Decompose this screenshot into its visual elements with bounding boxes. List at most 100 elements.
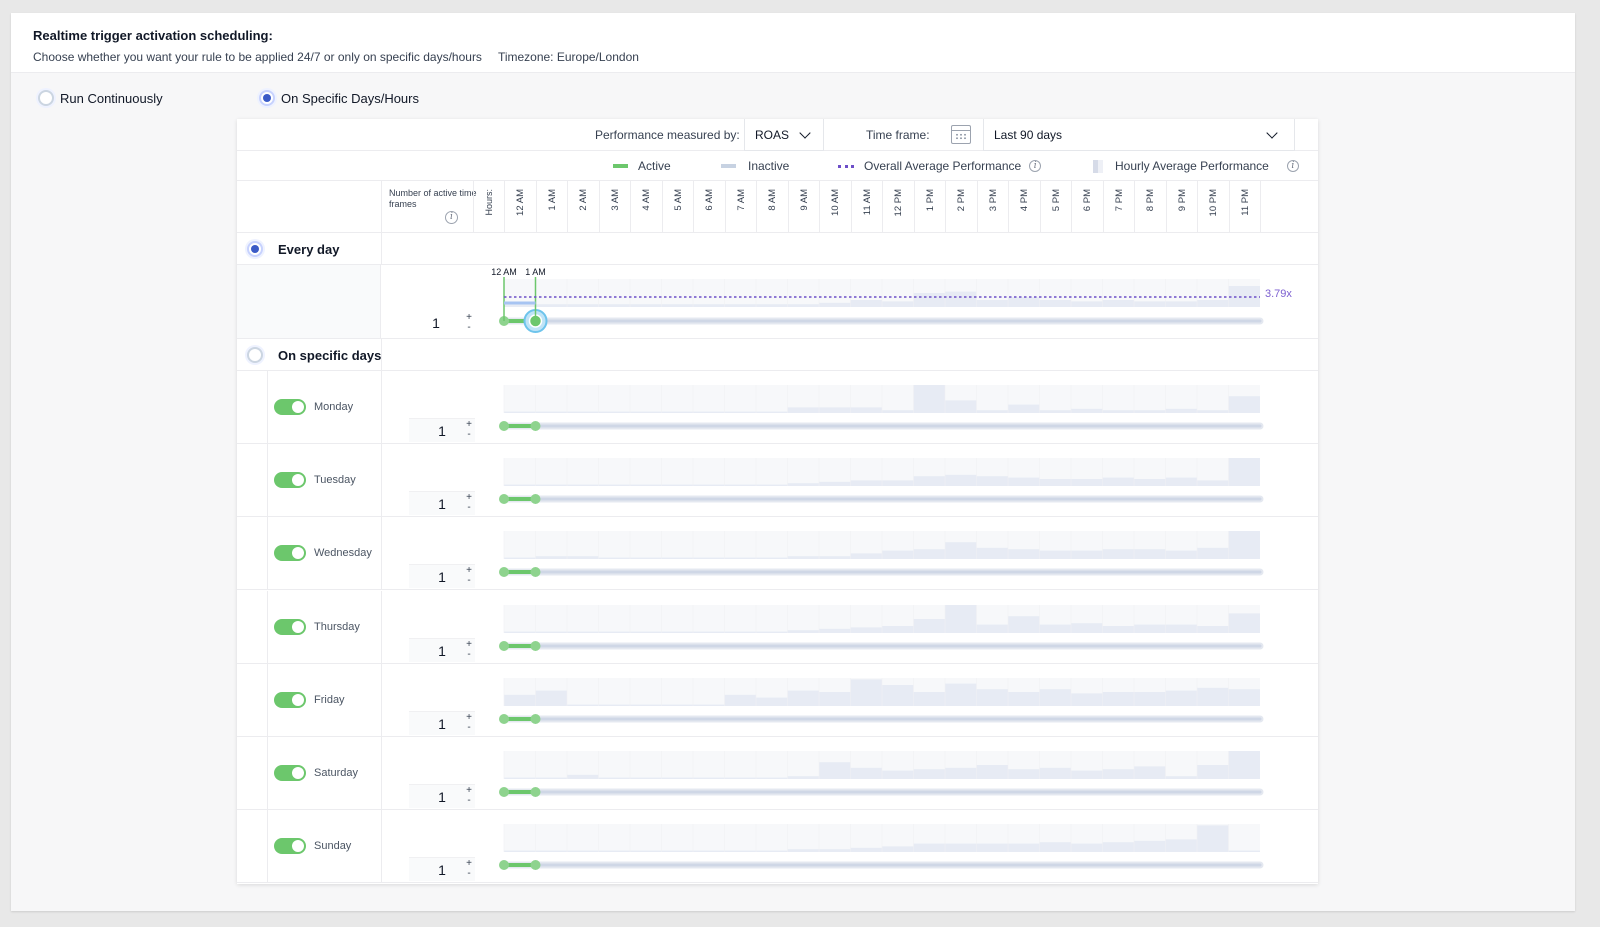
decrement-button[interactable]: -	[467, 429, 471, 440]
hour-label: 9 AM	[798, 189, 810, 211]
decrement-button[interactable]: -	[467, 502, 471, 514]
hourly-performance-bar	[724, 304, 756, 307]
hourly-performance-bar	[1008, 769, 1040, 779]
increment-button[interactable]: +	[466, 711, 472, 723]
every-day-radio[interactable]	[247, 241, 263, 257]
calendar-icon[interactable]	[951, 125, 971, 144]
hourly-performance-bar	[661, 850, 693, 853]
hourly-performance-bar	[819, 302, 851, 307]
range-end-handle[interactable]	[530, 421, 541, 431]
range-end-handle[interactable]	[530, 787, 541, 797]
increment-button[interactable]: +	[466, 492, 472, 504]
range-end-handle[interactable]	[530, 713, 541, 724]
section-subtitle: Choose whether you want your rule to be …	[33, 50, 639, 64]
info-icon[interactable]: i	[1286, 160, 1299, 172]
hourly-performance-bar	[567, 631, 599, 633]
day-timeline-chart	[499, 458, 1264, 505]
range-end-handle[interactable]	[530, 494, 541, 505]
panel-toolbar: Performance measured by: ROAS Time frame…	[237, 119, 1318, 151]
day-label: Tuesday	[314, 474, 356, 487]
increment-button[interactable]: +	[466, 638, 472, 650]
decrement-button[interactable]: -	[467, 575, 471, 587]
card-header: Realtime trigger activation scheduling: …	[11, 13, 1575, 73]
specific-days-hours-radio[interactable]	[259, 90, 275, 106]
day-toggle[interactable]	[274, 691, 306, 708]
day-row-tuesday: Tuesday 1 + -	[237, 444, 1318, 518]
hourly-performance-bar	[598, 304, 630, 307]
day-toggle[interactable]	[274, 838, 306, 855]
hourly-performance-bar	[724, 777, 756, 779]
range-start-label: 12 AM	[491, 267, 517, 277]
hourly-performance-bar	[693, 411, 725, 413]
info-icon[interactable]: i	[445, 211, 458, 224]
hourly-performance-bar	[598, 704, 630, 706]
column-divider	[381, 233, 382, 264]
range-end-handle[interactable]	[530, 860, 541, 871]
hourly-performance-bar	[1102, 549, 1134, 560]
specific-days-hours-option[interactable]: On Specific Days/Hours	[259, 87, 419, 109]
hourly-performance-bar	[945, 767, 977, 779]
hour-column-header: 12 PM	[882, 181, 914, 233]
increment-button[interactable]: +	[466, 785, 472, 796]
info-icon[interactable]: i	[1029, 160, 1042, 172]
legend-active: Active	[613, 159, 671, 173]
hourly-performance-bar	[1165, 690, 1197, 706]
decrement-button[interactable]: -	[467, 721, 471, 733]
hourly-performance-bar	[693, 557, 725, 560]
time-frame-select[interactable]: Last 90 days	[983, 119, 1295, 151]
specific-days-section[interactable]: On specific days	[237, 339, 1318, 371]
every-day-section[interactable]: Every day	[237, 233, 1318, 265]
increment-button[interactable]: +	[466, 858, 472, 870]
day-cell: Saturday	[267, 737, 382, 809]
range-start-handle[interactable]	[499, 494, 509, 505]
hourly-performance-bar	[598, 411, 630, 413]
increment-button[interactable]: +	[466, 565, 472, 577]
hourly-performance-bar	[945, 843, 977, 853]
day-timeline-chart	[499, 677, 1264, 724]
hour-column-header: 10 PM	[1197, 181, 1229, 233]
range-start-handle[interactable]	[499, 421, 509, 431]
chart-legend: Active Inactive Overall Average Performa…	[237, 151, 1318, 181]
hourly-performance-bar	[1008, 843, 1040, 853]
day-toggle[interactable]	[274, 472, 306, 489]
range-start-handle[interactable]	[499, 787, 509, 797]
range-start-handle[interactable]	[499, 567, 509, 578]
decrement-button[interactable]: -	[467, 648, 471, 660]
decrement-button[interactable]: -	[467, 868, 471, 880]
hourly-performance-bar	[787, 483, 819, 487]
specific-days-radio[interactable]	[247, 347, 263, 363]
decrement-button[interactable]: -	[467, 322, 471, 333]
range-end-handle[interactable]	[530, 567, 541, 578]
hourly-performance-bar	[787, 776, 819, 779]
run-continuously-option[interactable]: Run Continuously	[38, 87, 163, 109]
hourly-performance-bar	[945, 474, 977, 487]
range-end-handle[interactable]	[530, 640, 541, 651]
day-label: Saturday	[314, 767, 359, 779]
range-start-handle[interactable]	[499, 640, 509, 651]
day-toggle[interactable]	[274, 618, 306, 635]
day-toggle[interactable]	[274, 545, 306, 562]
increment-button[interactable]: +	[466, 312, 472, 323]
hour-column-header: 2 PM	[945, 181, 977, 233]
hourly-performance-bar	[567, 484, 599, 487]
hourly-performance-bar	[787, 407, 819, 413]
hourly-performance-bar	[819, 407, 851, 413]
hourly-performance-bar	[1039, 410, 1071, 413]
range-start-handle[interactable]	[499, 713, 509, 724]
performance-metric-select[interactable]: ROAS	[744, 119, 824, 151]
increment-button[interactable]: +	[466, 419, 472, 430]
hourly-performance-bar	[756, 304, 788, 307]
hourly-performance-bar	[787, 690, 819, 706]
day-timeline-chart	[499, 385, 1264, 431]
day-timeline-chart	[499, 824, 1264, 871]
hourly-performance-bar	[882, 625, 914, 633]
hour-label: 5 AM	[672, 189, 684, 211]
hourly-performance-bar	[756, 557, 788, 560]
hourly-performance-bar	[1039, 767, 1071, 779]
day-toggle[interactable]	[274, 399, 306, 415]
decrement-button[interactable]: -	[467, 795, 471, 806]
day-toggle[interactable]	[274, 765, 306, 781]
range-start-handle[interactable]	[499, 860, 509, 871]
hourly-performance-bar	[598, 850, 630, 853]
run-continuously-radio[interactable]	[38, 90, 54, 106]
